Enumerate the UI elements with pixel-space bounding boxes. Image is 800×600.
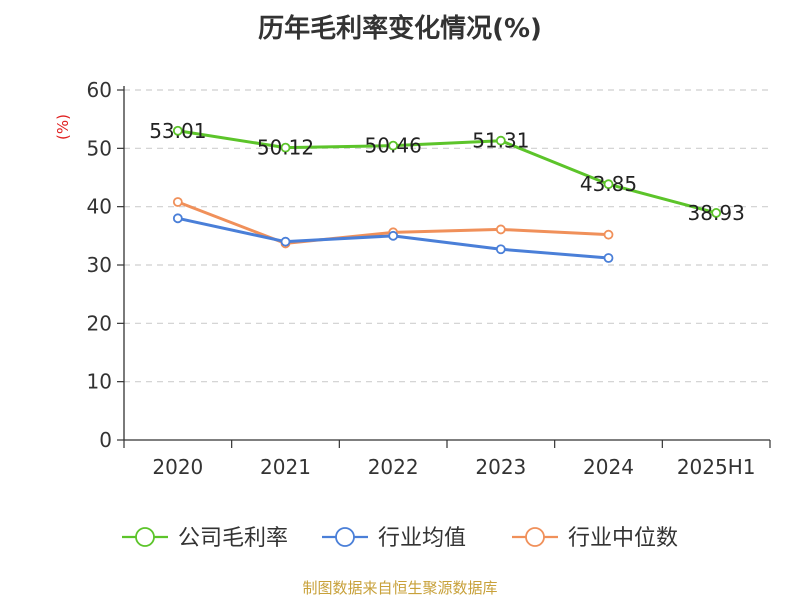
source-note: 制图数据来自恒生聚源数据库	[302, 579, 498, 597]
data-label: 50.12	[257, 136, 314, 160]
data-point[interactable]	[495, 135, 506, 146]
chart-title: 历年毛利率变化情况(%)	[258, 14, 542, 44]
data-point[interactable]	[603, 179, 614, 190]
legend-marker	[525, 527, 545, 547]
data-label: 53.01	[149, 119, 206, 143]
y-tick-label: 30	[87, 253, 112, 277]
series-line	[177, 129, 717, 215]
data-labels: 53.01 50.12 50.46 51.31 43.85 38.93	[149, 119, 745, 225]
x-tick-label: 2023	[475, 455, 526, 479]
x-tick-label: 2020	[152, 455, 203, 479]
y-tick-label: 0	[99, 428, 112, 452]
data-label: 43.85	[580, 172, 637, 196]
data-point[interactable]	[711, 208, 722, 218]
y-tick-label: 40	[87, 195, 112, 219]
y-tick-label: 60	[87, 78, 112, 102]
data-point[interactable]	[280, 142, 291, 153]
x-tick-label: 2021	[260, 455, 311, 479]
data-point[interactable]	[495, 224, 506, 235]
data-label: 38.93	[688, 201, 745, 225]
legend-item[interactable]: 行业中位数	[512, 526, 678, 551]
axes: 0 10 20 30 40 50 60 (%) 2020 2021 2022 2023 2024 2025…	[54, 78, 771, 479]
data-point[interactable]	[172, 125, 183, 136]
x-tick-label: 2024	[583, 455, 634, 479]
data-point[interactable]	[172, 213, 183, 224]
legend-label: 行业均值	[378, 526, 466, 551]
series-lines	[172, 125, 722, 263]
data-label: 51.31	[472, 129, 529, 153]
y-tick-label: 10	[87, 370, 112, 394]
y-tick-label: 20	[87, 311, 112, 335]
data-point[interactable]	[388, 140, 399, 151]
data-point[interactable]	[603, 253, 614, 263]
legend-label: 行业中位数	[568, 526, 678, 551]
data-point[interactable]	[172, 197, 183, 207]
data-point[interactable]	[603, 229, 614, 240]
y-tick-label: 50	[87, 136, 112, 160]
legend-item[interactable]: 公司毛利率	[122, 526, 288, 551]
grid-lines	[124, 89, 770, 383]
data-point[interactable]	[388, 230, 399, 241]
data-point[interactable]	[280, 236, 291, 247]
legend-marker	[135, 527, 155, 547]
y-axis-label: (%)	[54, 114, 72, 140]
data-point[interactable]	[495, 244, 506, 255]
data-label: 50.46	[365, 134, 422, 158]
legend-item[interactable]: 行业均值	[322, 526, 466, 551]
legend-marker	[335, 527, 355, 547]
x-tick-label: 2022	[368, 455, 419, 479]
legend-label: 公司毛利率	[178, 526, 288, 551]
x-tick-label: 2025H1	[677, 455, 756, 479]
legend[interactable]: 公司毛利率 行业均值 行业中位数	[122, 526, 678, 551]
